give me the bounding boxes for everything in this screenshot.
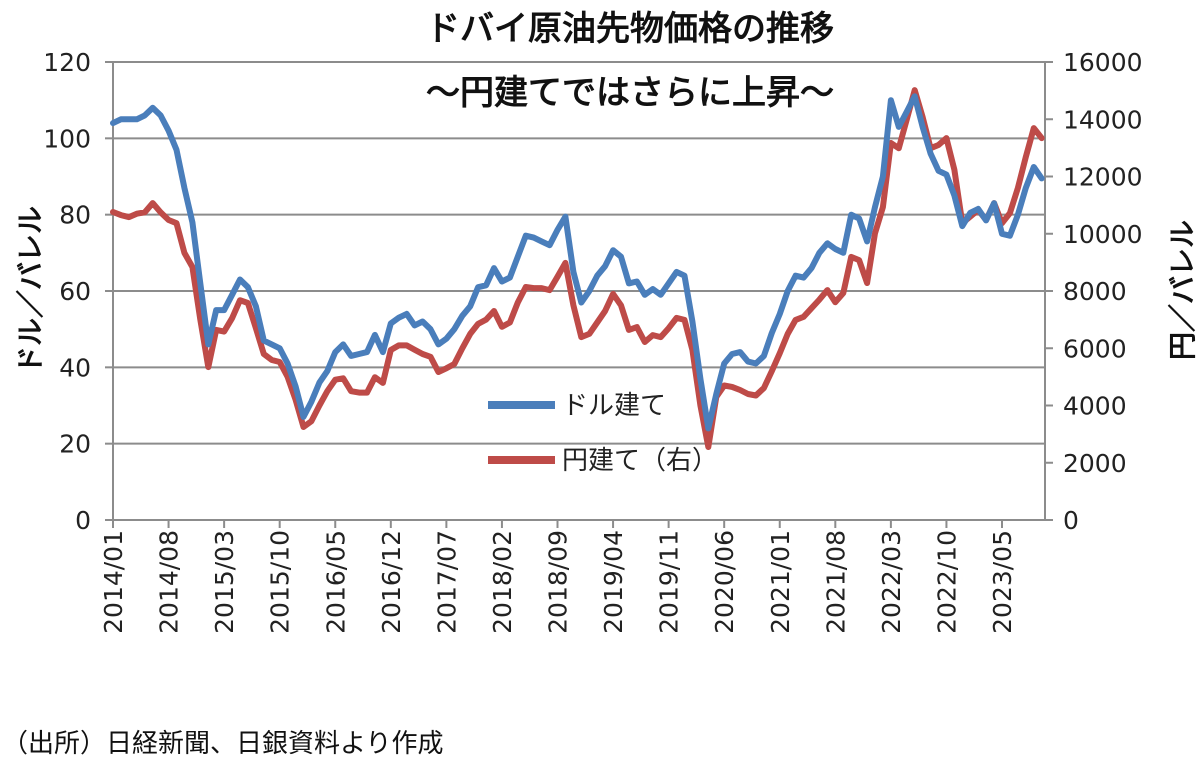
x-tick-label: 2014/08 — [155, 530, 184, 634]
legend-label-yen: 円建て（右） — [562, 446, 718, 476]
x-tick-label: 2019/11 — [655, 530, 684, 634]
y-tick-label-left: 120 — [43, 48, 91, 77]
x-tick-label: 2019/04 — [599, 530, 628, 634]
x-tick-label: 2017/07 — [432, 530, 461, 634]
gridlines — [113, 61, 1045, 521]
x-tick-label: 2022/03 — [877, 530, 906, 634]
x-tick-label: 2016/05 — [321, 530, 350, 634]
y-tick-label-right: 12000 — [1063, 163, 1143, 192]
y-tick-label-left: 80 — [59, 201, 91, 230]
y-tick-label-right: 6000 — [1063, 334, 1127, 363]
x-tick-label: 2015/03 — [210, 530, 239, 634]
tick-labels: 0 20 40 60 80 100 120 0 2000 4000 6000 8000 10000 120… — [43, 48, 1142, 634]
y-tick-label-left: 60 — [59, 277, 91, 306]
x-tick-label: 2018/02 — [488, 530, 517, 634]
chart-subtitle: ～円建てではさらに上昇～ — [426, 73, 834, 113]
x-tick-label: 2018/09 — [544, 530, 573, 634]
x-tick-label: 2023/05 — [988, 530, 1017, 634]
y-tick-label-right: 4000 — [1063, 392, 1127, 421]
x-tick-label: 2015/10 — [266, 530, 295, 634]
axes — [105, 61, 1053, 528]
y-axis-label-right: 円／バレル — [1166, 220, 1199, 360]
x-tick-label: 2021/01 — [766, 530, 795, 634]
y-tick-label-right: 0 — [1063, 506, 1079, 535]
y-tick-label-left: 20 — [59, 430, 91, 459]
x-tick-label: 2021/08 — [821, 530, 850, 634]
series-line-yen — [110, 87, 1045, 450]
x-tick-label: 2022/10 — [932, 530, 961, 634]
legend: ドル建て 円建て（右） — [488, 391, 718, 476]
y-tick-label-right: 16000 — [1063, 48, 1143, 77]
x-tick-label: 2020/06 — [710, 530, 739, 634]
legend-label-dollar: ドル建て — [562, 391, 666, 421]
chart-title: ドバイ原油先物価格の推移 — [426, 9, 834, 49]
x-tick-label: 2016/12 — [377, 530, 406, 634]
y-tick-label-right: 10000 — [1063, 220, 1143, 249]
y-tick-label-left: 100 — [43, 124, 91, 153]
source-note: （出所）日経新聞、日銀資料より作成 — [2, 729, 443, 759]
y-tick-label-right: 2000 — [1063, 449, 1127, 478]
y-tick-label-left: 0 — [75, 506, 91, 535]
y-tick-label-right: 14000 — [1063, 105, 1143, 134]
y-tick-label-left: 40 — [59, 353, 91, 382]
series-line-dollar — [110, 93, 1045, 432]
series-lines — [110, 87, 1045, 450]
y-tick-label-right: 8000 — [1063, 277, 1127, 306]
x-tick-label: 2014/01 — [99, 530, 128, 634]
y-axis-label-left: ドル／バレル — [14, 206, 47, 374]
